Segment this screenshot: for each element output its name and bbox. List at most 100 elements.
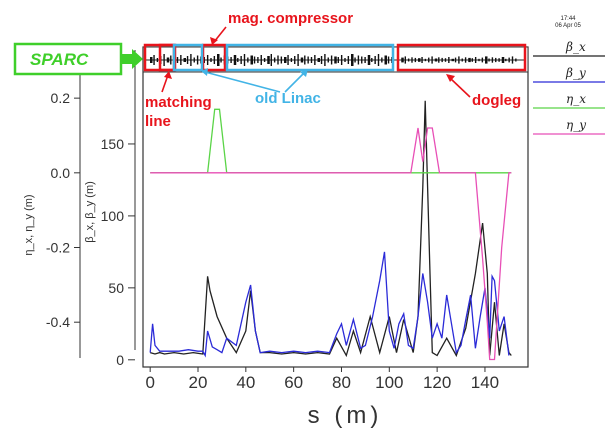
lattice-element — [407, 58, 410, 62]
beta-tick-label: 50 — [108, 280, 124, 296]
lattice-element — [495, 57, 497, 63]
lattice-element — [377, 54, 380, 66]
lattice-element — [250, 55, 253, 65]
legend-label: β_y — [565, 66, 586, 80]
lattice-element — [381, 57, 383, 63]
series-group — [149, 100, 512, 361]
lattice-element — [478, 58, 480, 62]
lattice-element — [183, 58, 186, 62]
lattice-element — [414, 57, 417, 63]
lattice-element — [471, 58, 473, 62]
lattice-element — [384, 55, 387, 65]
dogleg-box — [396, 43, 527, 72]
lattice-element — [371, 58, 373, 62]
lattice-element — [347, 56, 350, 64]
lattice-element — [434, 58, 438, 62]
lattice-element — [150, 57, 153, 63]
matching-label-2: line — [145, 113, 171, 130]
annotation-arrows — [161, 26, 471, 98]
lattice-element — [498, 58, 500, 62]
lattice-element — [267, 56, 270, 64]
mag-compressor-label: mag. compressor — [228, 10, 353, 27]
lattice-element — [324, 54, 326, 66]
lattice-element — [454, 57, 457, 63]
lattice-element — [438, 57, 440, 63]
lattice-element — [277, 55, 279, 65]
lattice-element — [257, 57, 259, 63]
x-tick-label: 80 — [332, 373, 351, 392]
lattice-element — [431, 56, 433, 64]
lattice-element — [253, 56, 256, 64]
lattice-element — [448, 57, 450, 63]
lattice-element — [176, 57, 179, 63]
lattice-element — [461, 58, 463, 62]
legend-label: η_x — [566, 92, 586, 106]
x-tick-label: 120 — [423, 373, 451, 392]
beta-tick-label: 150 — [101, 136, 125, 152]
eta-tick-label: -0.2 — [46, 240, 70, 256]
lattice-element — [307, 56, 309, 64]
lattice-element — [284, 57, 287, 63]
lattice-element — [213, 56, 216, 64]
lattice-element — [505, 58, 507, 62]
beta-x-line — [150, 100, 512, 358]
lattice-element — [515, 58, 517, 62]
lattice-element — [233, 55, 237, 65]
lattice-element — [317, 58, 320, 62]
lattice-element — [270, 54, 272, 66]
lattice-element — [310, 57, 313, 63]
lattice-element — [511, 56, 514, 64]
lattice-element — [196, 55, 199, 65]
lattice-element — [240, 56, 242, 64]
lattice-element — [444, 58, 447, 62]
lattice-element — [193, 57, 195, 63]
eta-tick-label: -0.4 — [46, 314, 70, 330]
dogleg-label: dogleg — [472, 92, 521, 109]
timestamp-line-2: 06 Apr 05 — [555, 23, 581, 29]
lattice-element — [387, 56, 390, 64]
lattice-element — [203, 57, 205, 63]
eta-tick-label: 0.2 — [51, 90, 71, 106]
eta-ticks: -0.4 -0.2 0.0 0.2 — [46, 90, 80, 330]
legend-label: β_x — [565, 40, 586, 54]
lattice-element — [220, 57, 222, 63]
lattice-element — [491, 57, 494, 63]
lattice-element — [273, 57, 276, 63]
lattice-element — [304, 55, 306, 65]
lattice-element — [351, 54, 354, 66]
x-tick-label: 20 — [189, 373, 208, 392]
lattice-element — [411, 57, 413, 63]
lattice-element — [334, 56, 337, 64]
eta-x-line — [150, 108, 512, 174]
lattice-element — [357, 55, 360, 65]
timestamp-line-1: 17:44 — [560, 16, 576, 22]
lattice-element — [508, 57, 510, 63]
lattice-element — [488, 58, 490, 62]
lattice-element — [424, 58, 427, 62]
lattice-element — [501, 57, 505, 63]
lattice-element — [337, 57, 339, 63]
lattice-element — [330, 55, 333, 65]
lattice-element — [156, 58, 159, 62]
eta-axis-title: η_x, η_y (m) — [23, 194, 35, 255]
lattice-element — [354, 57, 356, 63]
lattice-element — [290, 58, 293, 62]
lattice-element — [300, 57, 304, 63]
lattice-element — [464, 57, 467, 63]
matching-label-1: matching — [145, 94, 212, 111]
lattice-element — [180, 55, 182, 65]
sparc-arrow — [121, 49, 143, 69]
lattice-element — [287, 55, 289, 65]
x-axis-title: s (m) — [308, 402, 383, 429]
legend: β_x β_y η_x η_y — [533, 40, 605, 135]
lattice-element — [206, 55, 209, 65]
x-tick-label: 60 — [284, 373, 303, 392]
lattice-element — [421, 57, 423, 63]
old-linac-label: old Linac — [255, 90, 321, 107]
lattice-element — [247, 57, 249, 63]
lattice-element — [320, 56, 323, 64]
lattice-element — [401, 57, 404, 63]
lattice-element — [441, 57, 443, 63]
lattice-element — [451, 58, 454, 62]
